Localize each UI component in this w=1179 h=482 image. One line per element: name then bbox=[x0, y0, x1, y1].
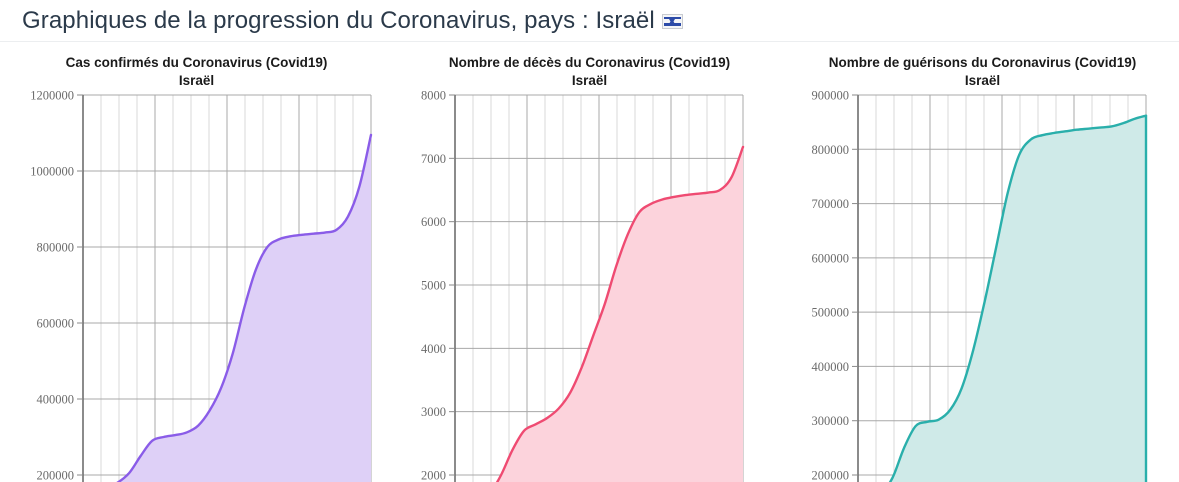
plot-yaxis-confirmed: 1200000 1000000 800000 600000 400000 200000 bbox=[30, 89, 83, 482]
plot-yaxis-recovered: 900000 800000 700000 600000 500000 400000 3000… bbox=[812, 89, 858, 482]
chart-subtitle-recovered: Israël bbox=[964, 73, 1001, 88]
page-header: Graphiques de la progression du Coronavi… bbox=[0, 0, 1179, 42]
svg-text:6000: 6000 bbox=[421, 215, 446, 229]
svg-text:600000: 600000 bbox=[812, 251, 850, 265]
charts-row: Cas confirmés du Coronavirus (Covid19) I… bbox=[0, 42, 1179, 482]
svg-text:200000: 200000 bbox=[812, 469, 850, 482]
svg-text:700000: 700000 bbox=[812, 197, 850, 211]
svg-text:800000: 800000 bbox=[812, 143, 850, 157]
svg-text:300000: 300000 bbox=[812, 414, 850, 428]
israel-flag-icon bbox=[661, 13, 683, 29]
plot-series-deaths bbox=[455, 145, 745, 482]
svg-text:5000: 5000 bbox=[421, 279, 446, 293]
chart-panel-deaths: Nombre de décès du Coronavirus (Covid19)… bbox=[393, 42, 786, 482]
page-title: Graphiques de la progression du Coronavi… bbox=[22, 6, 683, 36]
chart-subtitle-confirmed: Israël bbox=[178, 73, 215, 88]
plot-area-deaths: 8000 7000 6000 5000 4000 3000 2000 bbox=[393, 42, 786, 482]
plot-yaxis-deaths: 8000 7000 6000 5000 4000 3000 2000 bbox=[421, 89, 455, 482]
svg-text:200000: 200000 bbox=[37, 469, 75, 482]
svg-text:7000: 7000 bbox=[421, 152, 446, 166]
svg-text:3000: 3000 bbox=[421, 405, 446, 419]
svg-text:1200000: 1200000 bbox=[30, 89, 74, 103]
svg-text:8000: 8000 bbox=[421, 89, 446, 103]
chart-subtitle-deaths: Israël bbox=[571, 73, 608, 88]
svg-text:600000: 600000 bbox=[37, 317, 75, 331]
plot-svg-recovered: 900000 800000 700000 600000 500000 400000 3000… bbox=[812, 89, 1148, 482]
chart-title-recovered: Nombre de guérisons du Coronavirus (Covi… bbox=[828, 55, 1137, 70]
svg-text:4000: 4000 bbox=[421, 342, 446, 356]
plot-area-recovered: 900000 800000 700000 600000 500000 400000 3000… bbox=[786, 42, 1179, 482]
svg-text:800000: 800000 bbox=[37, 241, 75, 255]
svg-text:900000: 900000 bbox=[812, 89, 850, 103]
chart-title-deaths: Nombre de décès du Coronavirus (Covid19) bbox=[448, 55, 731, 70]
chart-panel-confirmed: Cas confirmés du Coronavirus (Covid19) I… bbox=[0, 42, 393, 482]
svg-text:500000: 500000 bbox=[812, 306, 850, 320]
svg-text:400000: 400000 bbox=[37, 393, 75, 407]
svg-text:1000000: 1000000 bbox=[30, 165, 74, 179]
svg-text:2000: 2000 bbox=[421, 469, 446, 482]
plot-svg-deaths: 8000 7000 6000 5000 4000 3000 2000 bbox=[421, 89, 745, 482]
chart-title-confirmed: Cas confirmés du Coronavirus (Covid19) bbox=[65, 55, 328, 70]
plot-svg-confirmed: 1200000 1000000 800000 600000 400000 200000 bbox=[30, 89, 373, 482]
page-title-text: Graphiques de la progression du Coronavi… bbox=[22, 6, 655, 34]
chart-panel-recovered: Nombre de guérisons du Coronavirus (Covi… bbox=[786, 42, 1179, 482]
plot-area-confirmed: 1200000 1000000 800000 600000 400000 200000 bbox=[0, 42, 393, 482]
svg-text:400000: 400000 bbox=[812, 360, 850, 374]
plot-series-recovered bbox=[858, 114, 1148, 482]
plot-series-confirmed bbox=[83, 133, 373, 482]
